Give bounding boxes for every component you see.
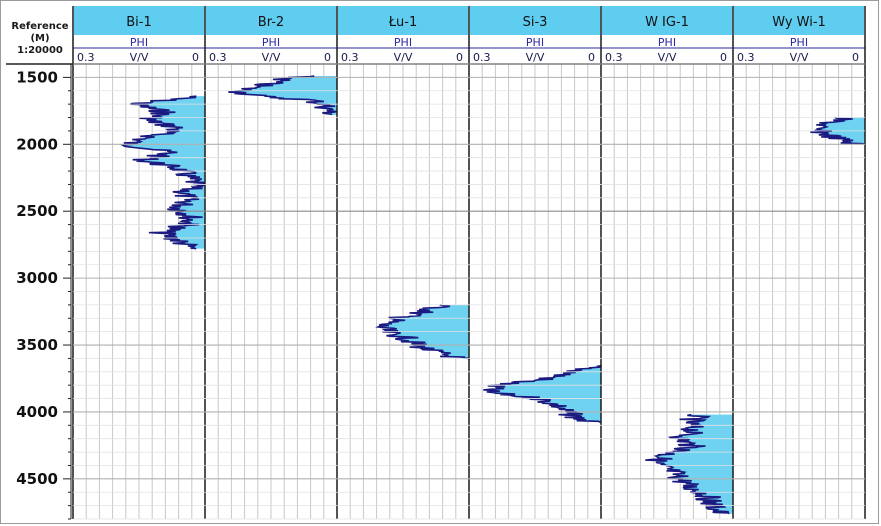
track-header-band	[734, 6, 864, 35]
scale-left-label: 0.3	[605, 51, 623, 64]
track-header-band	[470, 6, 600, 35]
track-name-label: Bi-1	[126, 15, 152, 30]
scale-right-label: 0	[192, 51, 199, 64]
track-header-band	[602, 6, 732, 35]
depth-header-title: Reference	[11, 21, 68, 32]
depth-tick-label: 2500	[16, 202, 58, 220]
track-header-band	[206, 6, 336, 35]
depth-tick-label: 1500	[16, 68, 58, 86]
scale-left-label: 0.3	[473, 51, 491, 64]
track-name-label: Wy Wi-1	[772, 15, 826, 30]
scale-left-label: 0.3	[341, 51, 359, 64]
scale-right-label: 0	[324, 51, 331, 64]
scale-left-label: 0.3	[737, 51, 755, 64]
track-header-band	[74, 6, 204, 35]
track-name-label: Br-2	[258, 15, 284, 30]
depth-tick-label: 3500	[16, 336, 58, 354]
depth-header-scale: 1:20000	[17, 45, 63, 56]
tracks-layer: Bi-1 PHI 0.3 V/V 0 Br-2 PHI 0.3 V/V 0 Łu-1 PHI 0.3 V/…	[6, 6, 866, 520]
curve-name-label: PHI	[262, 36, 280, 49]
curve-name-label: PHI	[526, 36, 544, 49]
phi-curve-fill	[483, 365, 601, 423]
track-header-band	[338, 6, 468, 35]
track-name-label: Si-3	[523, 15, 548, 30]
phi-curve-fill	[645, 414, 733, 514]
curve-name-label: PHI	[790, 36, 808, 49]
phi-curve-line	[119, 95, 206, 250]
phi-curve-line	[483, 364, 602, 424]
scale-left-label: 0.3	[209, 51, 227, 64]
depth-header: Reference (M) 1:20000	[11, 21, 68, 56]
phi-curve-line	[228, 75, 338, 116]
curve-unit-label: V/V	[526, 51, 545, 64]
curve-unit-label: V/V	[130, 51, 149, 64]
scale-right-label: 0	[456, 51, 463, 64]
depth-header-unit: (M)	[30, 33, 49, 44]
track-name-label: W IG-1	[645, 15, 689, 30]
track-name-label: Łu-1	[388, 15, 418, 30]
curve-unit-label: V/V	[262, 51, 281, 64]
curve-unit-label: V/V	[790, 51, 809, 64]
curve-name-label: PHI	[130, 36, 148, 49]
curve-name-label: PHI	[394, 36, 412, 49]
depth-tick-label: 3000	[16, 269, 58, 287]
curve-unit-label: V/V	[394, 51, 413, 64]
depth-tick-label: 2000	[16, 135, 58, 153]
scale-right-label: 0	[720, 51, 727, 64]
phi-curve-line	[375, 304, 470, 360]
depth-axis: 1500 2000 2500 3000 3500 4000 4500	[16, 63, 72, 520]
phi-curve-fill	[228, 76, 337, 115]
curve-name-label: PHI	[658, 36, 676, 49]
depth-tick-label: 4500	[16, 470, 58, 488]
scale-left-label: 0.3	[77, 51, 95, 64]
depth-tick-label: 4000	[16, 403, 58, 421]
phi-curve-line	[645, 413, 730, 515]
scale-right-label: 0	[852, 51, 859, 64]
curve-unit-label: V/V	[658, 51, 677, 64]
scale-right-label: 0	[588, 51, 595, 64]
